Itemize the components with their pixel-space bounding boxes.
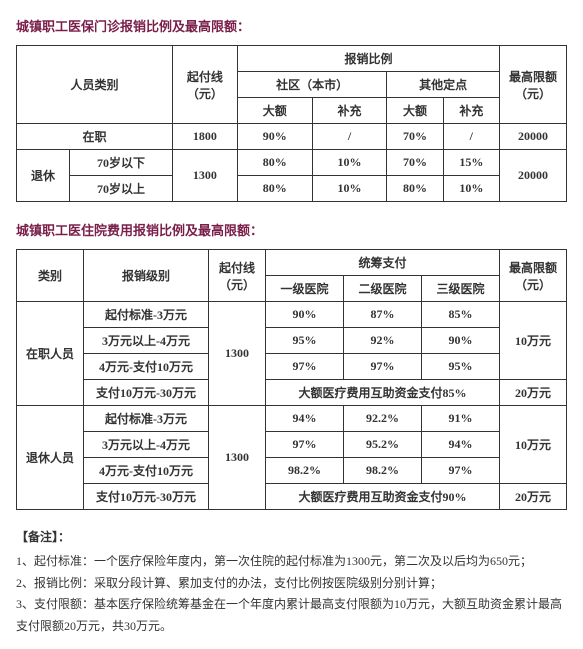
- cell-value: 1300: [209, 406, 266, 510]
- table-row: 支付10万元-30万元 大额医疗费用互助资金支付90% 20万元: [17, 484, 567, 510]
- cell-value: 91%: [422, 406, 500, 432]
- th-person-type: 人员类别: [17, 46, 173, 124]
- cell-over70-label: 70岁以上: [70, 176, 173, 202]
- table-inpatient: 类别 报销级别 起付线（元） 统筹支付 最高限额（元） 一级医院 二级医院 三级…: [16, 249, 567, 510]
- section2-title: 城镇职工医住院费用报销比例及最高限额：: [16, 220, 567, 239]
- th-c-large: 大额: [237, 98, 312, 124]
- cell-value: 20000: [500, 150, 567, 202]
- cell-value: 97%: [266, 354, 344, 380]
- cell-value: 94%: [422, 432, 500, 458]
- cell-value: 10万元: [500, 302, 567, 380]
- table-row: 3万元以上-4万元 97% 95.2% 94%: [17, 432, 567, 458]
- cell-level: 起付标准-3万元: [84, 302, 209, 328]
- cell-value: 92.2%: [344, 406, 422, 432]
- table-row: 在职 1800 90% / 70% / 20000: [17, 124, 567, 150]
- th-community: 社区（本市）: [237, 72, 386, 98]
- cell-value: /: [443, 124, 499, 150]
- cell-value: 20万元: [500, 484, 567, 510]
- cell-value: 98.2%: [266, 458, 344, 484]
- cell-value: 95%: [266, 328, 344, 354]
- cell-value: 80%: [237, 176, 312, 202]
- table-row: 4万元-支付10万元 98.2% 98.2% 97%: [17, 458, 567, 484]
- cell-value: 95.2%: [344, 432, 422, 458]
- cell-value: 10%: [443, 176, 499, 202]
- cell-value: 10%: [312, 176, 387, 202]
- cell-value: 70%: [387, 150, 443, 176]
- cell-value: 15%: [443, 150, 499, 176]
- cell-value: 1300: [172, 150, 237, 202]
- table-row: 在职人员 起付标准-3万元 1300 90% 87% 85% 10万元: [17, 302, 567, 328]
- th-other: 其他定点: [387, 72, 500, 98]
- table-row: 退休 70岁以下 1300 80% 10% 70% 15% 20000: [17, 150, 567, 176]
- cell-value: 97%: [266, 432, 344, 458]
- th-c-supp: 补充: [312, 98, 387, 124]
- table-row: 70岁以上 80% 10% 80% 10%: [17, 176, 567, 202]
- cell-under70-label: 70岁以下: [70, 150, 173, 176]
- cell-level: 4万元-支付10万元: [84, 354, 209, 380]
- cell-value: 87%: [344, 302, 422, 328]
- th-max2: 最高限额（元）: [500, 250, 567, 302]
- th-hosp3: 三级医院: [422, 276, 500, 302]
- cell-level: 支付10万元-30万元: [84, 380, 209, 406]
- cell-value: 1300: [209, 302, 266, 406]
- cell-value: 80%: [237, 150, 312, 176]
- cell-value: 92%: [344, 328, 422, 354]
- cell-value: 94%: [266, 406, 344, 432]
- th-max-limit: 最高限额（元）: [500, 46, 567, 124]
- cell-level: 3万元以上-4万元: [84, 328, 209, 354]
- th-level: 报销级别: [84, 250, 209, 302]
- th-hosp1: 一级医院: [266, 276, 344, 302]
- cell-retired-label: 退休: [17, 150, 70, 202]
- cell-value: 80%: [387, 176, 443, 202]
- cell-retired2-label: 退休人员: [17, 406, 84, 510]
- th-type: 类别: [17, 250, 84, 302]
- notes-line-2: 2、报销比例：采取分段计算、累加支付的办法，支付比例按医院级别分别计算；: [16, 573, 567, 595]
- cell-value: 97%: [344, 354, 422, 380]
- notes-line-3: 3、支付限额：基本医疗保险统筹基金在一个年度内累计最高支付限额为10万元，大额互…: [16, 594, 567, 637]
- cell-level: 3万元以上-4万元: [84, 432, 209, 458]
- cell-level: 起付标准-3万元: [84, 406, 209, 432]
- cell-value: 97%: [422, 458, 500, 484]
- cell-value: 95%: [422, 354, 500, 380]
- cell-value: 20万元: [500, 380, 567, 406]
- table-row: 支付10万元-30万元 大额医疗费用互助资金支付85% 20万元: [17, 380, 567, 406]
- th-hosp2: 二级医院: [344, 276, 422, 302]
- cell-value: 1800: [172, 124, 237, 150]
- cell-value: 10%: [312, 150, 387, 176]
- th-o-supp: 补充: [443, 98, 499, 124]
- table-row: 退休人员 起付标准-3万元 1300 94% 92.2% 91% 10万元: [17, 406, 567, 432]
- th-deductible: 起付线（元）: [172, 46, 237, 124]
- cell-merged: 大额医疗费用互助资金支付85%: [266, 380, 500, 406]
- notes-title: 【备注】：: [16, 528, 567, 545]
- cell-value: 70%: [387, 124, 443, 150]
- th-pool: 统筹支付: [266, 250, 500, 276]
- table-outpatient: 人员类别 起付线（元） 报销比例 最高限额（元） 社区（本市） 其他定点 大额 …: [16, 45, 567, 202]
- th-reimburse-ratio: 报销比例: [237, 46, 499, 72]
- cell-value: 10万元: [500, 406, 567, 484]
- cell-value: 98.2%: [344, 458, 422, 484]
- section1-title: 城镇职工医保门诊报销比例及最高限额：: [16, 16, 567, 35]
- cell-onjob-label: 在职: [17, 124, 173, 150]
- cell-level: 支付10万元-30万元: [84, 484, 209, 510]
- notes-line-1: 1、起付标准：一个医疗保险年度内，第一次住院的起付标准为1300元，第二次及以后…: [16, 551, 567, 573]
- cell-value: /: [312, 124, 387, 150]
- cell-value: 85%: [422, 302, 500, 328]
- cell-value: 20000: [500, 124, 567, 150]
- cell-onjob2-label: 在职人员: [17, 302, 84, 406]
- cell-value: 90%: [237, 124, 312, 150]
- table-row: 4万元-支付10万元 97% 97% 95%: [17, 354, 567, 380]
- table-row: 3万元以上-4万元 95% 92% 90%: [17, 328, 567, 354]
- cell-value: 90%: [266, 302, 344, 328]
- th-deductible2: 起付线（元）: [209, 250, 266, 302]
- cell-merged: 大额医疗费用互助资金支付90%: [266, 484, 500, 510]
- cell-level: 4万元-支付10万元: [84, 458, 209, 484]
- th-o-large: 大额: [387, 98, 443, 124]
- cell-value: 90%: [422, 328, 500, 354]
